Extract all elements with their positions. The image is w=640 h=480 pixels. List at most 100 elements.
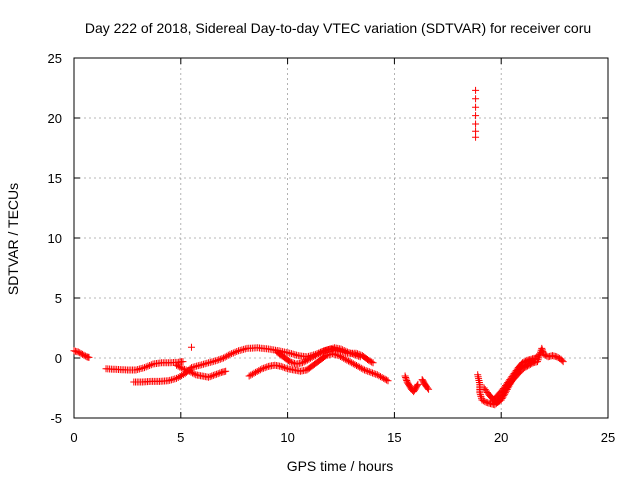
y-tick-label: 10 xyxy=(48,231,62,246)
series-arc-8 xyxy=(401,372,422,396)
data-point xyxy=(279,363,287,371)
data-point xyxy=(510,373,518,381)
data-point xyxy=(509,375,517,383)
series-arc-11 xyxy=(474,344,567,409)
data-point xyxy=(216,369,224,377)
data-point xyxy=(538,346,546,354)
data-point xyxy=(343,348,351,356)
data-point xyxy=(472,112,480,120)
data-point xyxy=(303,356,311,364)
data-point xyxy=(185,367,193,375)
data-point xyxy=(353,352,361,360)
data-point xyxy=(74,348,82,356)
data-point xyxy=(381,375,389,383)
data-point xyxy=(365,368,373,376)
data-point xyxy=(348,359,356,367)
data-point xyxy=(506,380,514,388)
data-point xyxy=(501,389,509,397)
data-point xyxy=(182,366,190,374)
series-arc-6 xyxy=(245,350,392,385)
data-point xyxy=(228,350,236,358)
data-point xyxy=(402,375,410,383)
data-point xyxy=(559,358,567,366)
y-tick-label: 15 xyxy=(48,171,62,186)
data-point xyxy=(499,393,507,401)
data-point xyxy=(477,392,485,400)
data-point xyxy=(190,370,198,378)
data-point xyxy=(352,362,360,369)
series-arc-4 xyxy=(173,361,230,381)
data-point xyxy=(318,348,326,356)
data-point xyxy=(340,354,348,362)
data-point xyxy=(511,372,519,380)
data-point xyxy=(231,348,239,356)
data-point xyxy=(184,367,192,375)
data-point xyxy=(369,359,377,367)
data-point xyxy=(494,398,502,406)
data-point xyxy=(553,353,561,361)
data-point xyxy=(223,352,231,360)
y-tick-label: 5 xyxy=(55,291,62,306)
data-point xyxy=(216,355,224,363)
data-point xyxy=(424,384,432,392)
axis-ticks: 0 5 10 15 20 25 -5 0 5 10 15 20 25 xyxy=(48,51,616,445)
data-point xyxy=(341,355,349,363)
data-point xyxy=(413,382,421,390)
data-point xyxy=(284,357,292,365)
x-tick-label: 5 xyxy=(177,430,184,445)
y-axis-title: SDTVAR / TECUs xyxy=(5,183,21,295)
data-point xyxy=(349,360,357,368)
data-point xyxy=(558,356,566,364)
data-point xyxy=(500,392,508,400)
data-point xyxy=(307,354,315,362)
data-point xyxy=(173,361,181,369)
data-point xyxy=(179,365,187,373)
data-point xyxy=(305,355,313,363)
data-point xyxy=(339,346,347,354)
data-point xyxy=(368,358,376,366)
data-point xyxy=(308,353,316,361)
data-point xyxy=(253,368,261,375)
data-point xyxy=(380,374,388,382)
data-point xyxy=(351,351,359,359)
data-point xyxy=(181,365,189,373)
data-point xyxy=(189,369,197,377)
data-point xyxy=(356,353,364,361)
data-point xyxy=(401,372,409,380)
data-point xyxy=(493,398,501,406)
data-point xyxy=(338,353,346,361)
data-point xyxy=(174,362,182,370)
data-point xyxy=(79,350,87,358)
data-point xyxy=(229,349,237,357)
data-point xyxy=(373,371,381,379)
data-point xyxy=(300,358,308,366)
data-point xyxy=(146,361,154,369)
data-point xyxy=(503,385,511,393)
data-point xyxy=(250,369,258,377)
data-point xyxy=(280,364,288,372)
data-point xyxy=(513,369,521,377)
data-point xyxy=(414,380,422,388)
data-point xyxy=(534,352,542,360)
data-point xyxy=(362,367,370,375)
data-point xyxy=(310,353,318,360)
data-point xyxy=(221,353,229,361)
data-point xyxy=(472,133,480,141)
data-point xyxy=(384,377,392,385)
data-point xyxy=(214,370,222,378)
data-point xyxy=(85,353,93,361)
data-point xyxy=(350,350,358,358)
data-point xyxy=(179,358,187,366)
data-point xyxy=(316,349,324,357)
series-arc-13 xyxy=(480,356,535,406)
data-point xyxy=(425,385,433,393)
y-tick-label: 20 xyxy=(48,111,62,126)
data-point xyxy=(512,370,520,378)
x-tick-label: 25 xyxy=(601,430,615,445)
data-point xyxy=(213,370,221,378)
data-point xyxy=(245,372,253,380)
data-point xyxy=(206,373,214,381)
data-point xyxy=(282,364,290,372)
data-point xyxy=(213,356,221,364)
data-point xyxy=(476,391,484,399)
